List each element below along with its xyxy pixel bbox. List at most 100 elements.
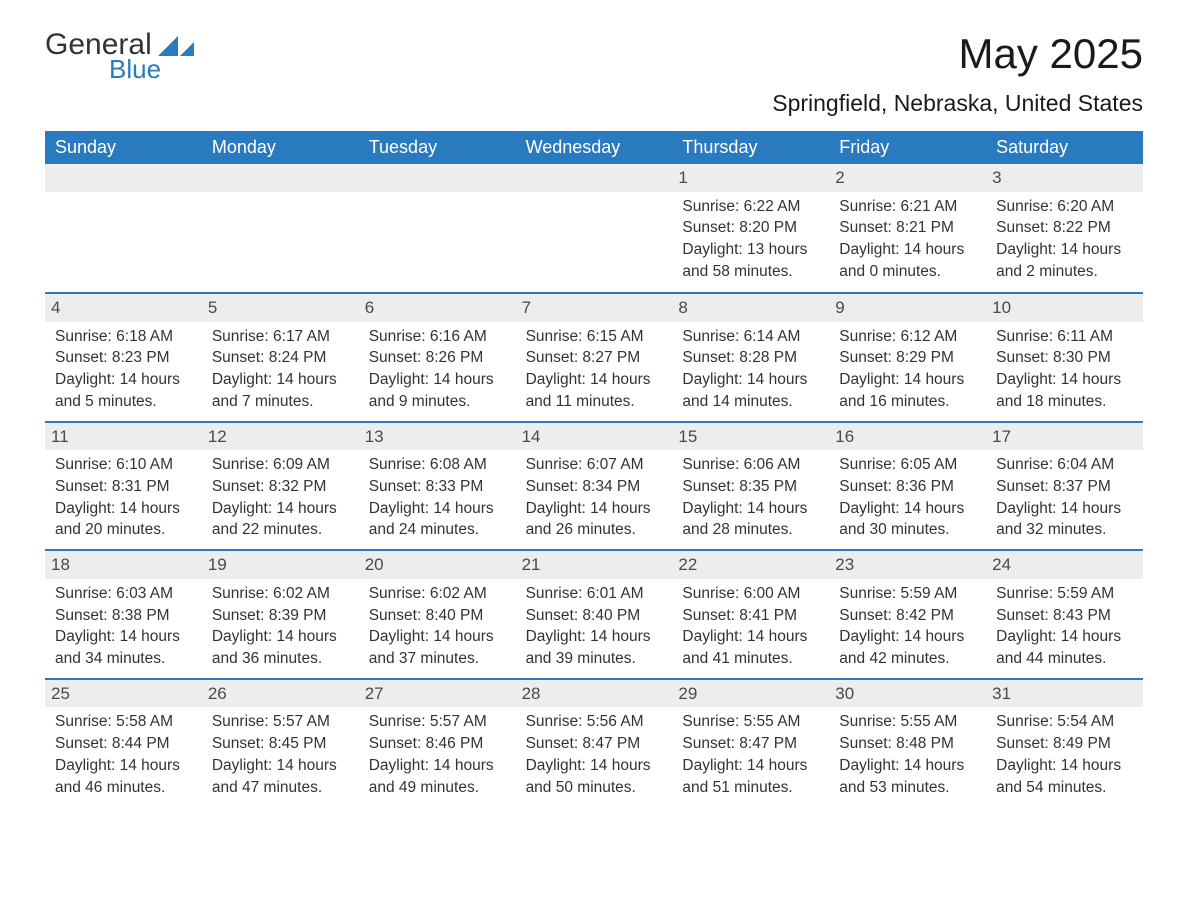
sunset-line: Sunset: 8:24 PM [212,347,349,369]
day-cell: 19Sunrise: 6:02 AMSunset: 8:39 PMDayligh… [202,551,359,678]
sunrise-line: Sunrise: 6:10 AM [55,454,192,476]
day-cell: 12Sunrise: 6:09 AMSunset: 8:32 PMDayligh… [202,423,359,550]
day-cell: 23Sunrise: 5:59 AMSunset: 8:42 PMDayligh… [829,551,986,678]
day-cell: 15Sunrise: 6:06 AMSunset: 8:35 PMDayligh… [672,423,829,550]
weekday-header: Saturday [986,131,1143,164]
sunset-line: Sunset: 8:21 PM [839,217,976,239]
sunset-line: Sunset: 8:32 PM [212,476,349,498]
sunset-line: Sunset: 8:37 PM [996,476,1133,498]
sunrise-line: Sunrise: 6:00 AM [682,583,819,605]
header: General Blue May 2025 Springfield, Nebra… [45,30,1143,117]
daylight-line: Daylight: 14 hours and 44 minutes. [996,626,1133,669]
sunset-line: Sunset: 8:47 PM [526,733,663,755]
day-cell: 7 Sunrise: 6:15 AMSunset: 8:27 PMDaylight… [516,294,673,421]
sunrise-line: Sunrise: 6:22 AM [682,196,819,218]
day-cell: 1Sunrise: 6:22 AMSunset: 8:20 PMDaylight… [672,164,829,292]
sunrise-line: Sunrise: 5:57 AM [212,711,349,733]
sunset-line: Sunset: 8:35 PM [682,476,819,498]
sunrise-line: Sunrise: 6:03 AM [55,583,192,605]
day-number: 25 [45,680,202,708]
daylight-line: Daylight: 14 hours and 46 minutes. [55,755,192,798]
daylight-line: Daylight: 14 hours and 16 minutes. [839,369,976,412]
weekday-header-row: SundayMondayTuesdayWednesdayThursdayFrid… [45,131,1143,164]
day-cell: 11Sunrise: 6:10 AMSunset: 8:31 PMDayligh… [45,423,202,550]
calendar-week: 18Sunrise: 6:03 AMSunset: 8:38 PMDayligh… [45,549,1143,678]
day-number: 30 [829,680,986,708]
sunset-line: Sunset: 8:39 PM [212,605,349,627]
sunrise-line: Sunrise: 6:08 AM [369,454,506,476]
day-number: 14 [516,423,673,451]
daylight-line: Daylight: 14 hours and 14 minutes. [682,369,819,412]
calendar-weeks: 1Sunrise: 6:22 AMSunset: 8:20 PMDaylight… [45,164,1143,806]
day-cell: 16Sunrise: 6:05 AMSunset: 8:36 PMDayligh… [829,423,986,550]
day-number: 26 [202,680,359,708]
daylight-line: Daylight: 14 hours and 28 minutes. [682,498,819,541]
day-cell: 25Sunrise: 5:58 AMSunset: 8:44 PMDayligh… [45,680,202,807]
daylight-line: Daylight: 14 hours and 30 minutes. [839,498,976,541]
sunset-line: Sunset: 8:30 PM [996,347,1133,369]
day-number: 29 [672,680,829,708]
sunset-line: Sunset: 8:45 PM [212,733,349,755]
day-number: 7 [516,294,673,322]
day-cell: 17Sunrise: 6:04 AMSunset: 8:37 PMDayligh… [986,423,1143,550]
daylight-line: Daylight: 14 hours and 51 minutes. [682,755,819,798]
day-number: 13 [359,423,516,451]
day-cell: 8Sunrise: 6:14 AMSunset: 8:28 PMDaylight… [672,294,829,421]
sunset-line: Sunset: 8:23 PM [55,347,192,369]
weekday-header: Monday [202,131,359,164]
sunset-line: Sunset: 8:48 PM [839,733,976,755]
sunrise-line: Sunrise: 5:55 AM [682,711,819,733]
sunset-line: Sunset: 8:40 PM [369,605,506,627]
sunset-line: Sunset: 8:22 PM [996,217,1133,239]
day-number: 22 [672,551,829,579]
day-number: 17 [986,423,1143,451]
sunset-line: Sunset: 8:29 PM [839,347,976,369]
day-number: 6 [359,294,516,322]
day-cell: 24Sunrise: 5:59 AMSunset: 8:43 PMDayligh… [986,551,1143,678]
day-cell: 20Sunrise: 6:02 AMSunset: 8:40 PMDayligh… [359,551,516,678]
daylight-line: Daylight: 14 hours and 47 minutes. [212,755,349,798]
sunset-line: Sunset: 8:34 PM [526,476,663,498]
daylight-line: Daylight: 14 hours and 11 minutes. [526,369,663,412]
sunrise-line: Sunrise: 6:01 AM [526,583,663,605]
day-number-empty [359,164,516,192]
sunrise-line: Sunrise: 6:17 AM [212,326,349,348]
day-cell: 28Sunrise: 5:56 AMSunset: 8:47 PMDayligh… [516,680,673,807]
daylight-line: Daylight: 14 hours and 0 minutes. [839,239,976,282]
sunset-line: Sunset: 8:36 PM [839,476,976,498]
location: Springfield, Nebraska, United States [772,90,1143,117]
day-cell [516,164,673,292]
daylight-line: Daylight: 14 hours and 32 minutes. [996,498,1133,541]
sunset-line: Sunset: 8:28 PM [682,347,819,369]
calendar: SundayMondayTuesdayWednesdayThursdayFrid… [45,131,1143,806]
sunset-line: Sunset: 8:27 PM [526,347,663,369]
sunset-line: Sunset: 8:43 PM [996,605,1133,627]
day-number: 10 [986,294,1143,322]
weekday-header: Sunday [45,131,202,164]
sunrise-line: Sunrise: 6:11 AM [996,326,1133,348]
sunset-line: Sunset: 8:33 PM [369,476,506,498]
daylight-line: Daylight: 14 hours and 49 minutes. [369,755,506,798]
sunrise-line: Sunrise: 6:15 AM [526,326,663,348]
day-cell: 22Sunrise: 6:00 AMSunset: 8:41 PMDayligh… [672,551,829,678]
sunset-line: Sunset: 8:40 PM [526,605,663,627]
sunrise-line: Sunrise: 5:58 AM [55,711,192,733]
day-cell: 9Sunrise: 6:12 AMSunset: 8:29 PMDaylight… [829,294,986,421]
logo-triangle-icon [156,32,196,58]
weekday-header: Wednesday [516,131,673,164]
day-number-empty [45,164,202,192]
calendar-week: 1Sunrise: 6:22 AMSunset: 8:20 PMDaylight… [45,164,1143,292]
weekday-header: Tuesday [359,131,516,164]
daylight-line: Daylight: 14 hours and 39 minutes. [526,626,663,669]
day-cell: 18Sunrise: 6:03 AMSunset: 8:38 PMDayligh… [45,551,202,678]
sunset-line: Sunset: 8:38 PM [55,605,192,627]
sunrise-line: Sunrise: 5:57 AM [369,711,506,733]
sunrise-line: Sunrise: 6:18 AM [55,326,192,348]
day-number: 31 [986,680,1143,708]
sunset-line: Sunset: 8:47 PM [682,733,819,755]
day-number: 2 [829,164,986,192]
calendar-week: 4Sunrise: 6:18 AMSunset: 8:23 PMDaylight… [45,292,1143,421]
logo: General Blue [45,30,196,82]
day-number: 19 [202,551,359,579]
day-number: 12 [202,423,359,451]
